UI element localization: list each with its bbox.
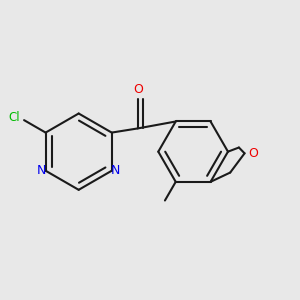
Text: Cl: Cl	[8, 111, 20, 124]
Text: N: N	[111, 164, 120, 177]
Text: O: O	[248, 147, 258, 160]
Text: O: O	[133, 83, 143, 96]
Text: N: N	[37, 164, 46, 177]
